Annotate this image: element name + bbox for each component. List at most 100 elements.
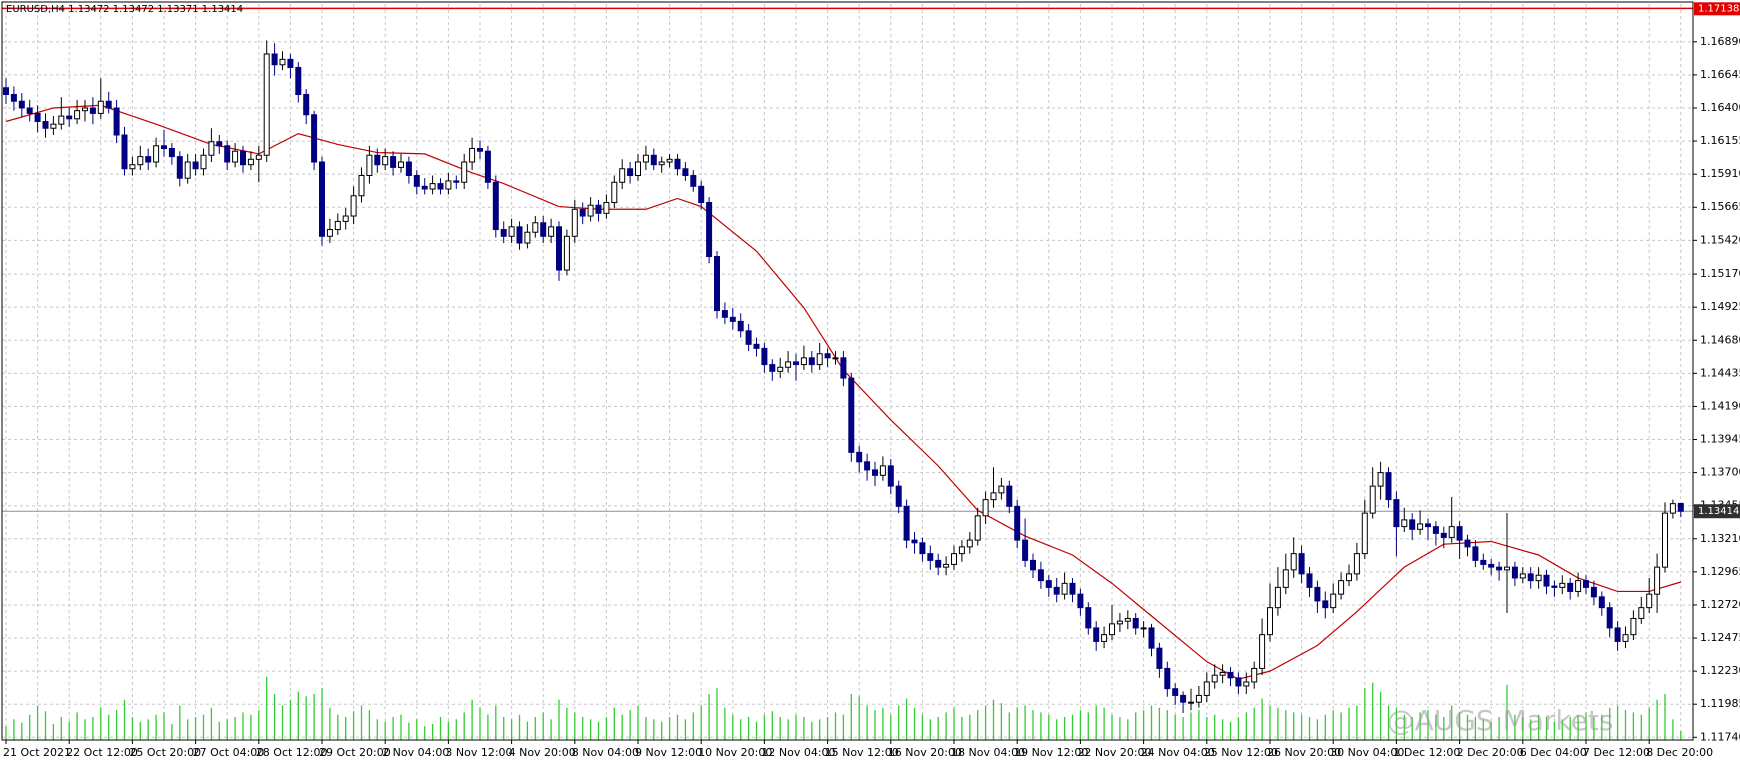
candle-body [255, 154, 262, 160]
x-tick-label: 29 Oct 20:00 [319, 746, 391, 759]
candle-body [1235, 677, 1242, 687]
y-tick-label: 1.12720 [1700, 598, 1740, 611]
x-tick-label: 8 Nov 04:00 [572, 746, 639, 759]
candle-body [1638, 607, 1645, 619]
candle-body [74, 110, 81, 120]
x-tick-label: 24 Nov 04:00 [1141, 746, 1215, 759]
volume-layer [5, 676, 1682, 740]
x-tick-label: 2 Nov 04:00 [382, 746, 449, 759]
candle-body [1432, 526, 1439, 534]
candle-body [10, 93, 17, 102]
candle-body [429, 183, 436, 190]
candle-body [469, 147, 476, 163]
candle-body [382, 156, 389, 166]
candle-body [1101, 634, 1108, 642]
candle-body [903, 505, 910, 541]
candle-body [216, 141, 223, 147]
candle-body [58, 115, 65, 125]
candle-body [1511, 566, 1518, 579]
x-tick-label: 22 Nov 20:00 [1077, 746, 1151, 759]
candle-body [66, 115, 73, 120]
candle-body [1353, 553, 1360, 575]
candle-body [556, 226, 562, 271]
candle-body [1448, 526, 1455, 538]
plot-frame [1, 1, 1694, 741]
x-tick-label: 19 Nov 12:00 [1014, 746, 1088, 759]
candle-body [350, 195, 357, 217]
candle-body [1006, 485, 1013, 507]
candle-body [1243, 681, 1250, 687]
candle-body [89, 107, 96, 114]
candle-body [1677, 502, 1684, 512]
candle-body [184, 161, 191, 179]
candle-body [753, 343, 760, 349]
candle-body [200, 154, 207, 170]
x-tick-label: 18 Nov 04:00 [951, 746, 1025, 759]
candle-body [1124, 617, 1131, 622]
y-tick-label: 1.12965 [1700, 565, 1740, 578]
candle-body [579, 208, 586, 217]
candle-body [1417, 523, 1424, 530]
candle-body [1488, 563, 1495, 568]
y-tick-label: 1.16890 [1700, 35, 1740, 48]
candle-body [1646, 593, 1653, 609]
y-tick-label: 1.14680 [1700, 333, 1740, 346]
candle-body [721, 310, 728, 318]
y-tick-label: 1.13945 [1700, 433, 1740, 446]
candle-body [1606, 607, 1613, 629]
candle-body [1188, 701, 1194, 704]
candle-body [1251, 667, 1258, 683]
candle-body [958, 546, 965, 555]
candle-body [816, 353, 823, 366]
candle-body [26, 107, 33, 114]
y-tick-label: 1.12475 [1700, 631, 1740, 644]
y-tick-label: 1.14925 [1700, 300, 1740, 313]
candle-body [674, 158, 681, 170]
x-tick-label: 1 Dec 12:00 [1393, 746, 1460, 759]
x-tick-label: 26 Nov 20:00 [1267, 746, 1341, 759]
moving-average [5, 104, 1681, 680]
y-tick-label: 1.15910 [1700, 167, 1740, 180]
candle-body [366, 154, 373, 177]
candle-body [895, 485, 902, 507]
candle-body [872, 469, 878, 476]
candle-body [769, 364, 776, 372]
candle-body [1614, 627, 1621, 642]
candle-body [1093, 627, 1100, 642]
candle-body [966, 539, 973, 548]
candle-body [935, 559, 942, 568]
x-tick-label: 28 Oct 12:00 [256, 746, 328, 759]
y-tick-label: 1.13210 [1700, 532, 1740, 545]
candle-body [1425, 523, 1431, 528]
candle-body [793, 361, 799, 366]
candle-body [1274, 586, 1281, 609]
candle-body [477, 147, 483, 152]
candle-body [603, 202, 610, 214]
candle-body [650, 154, 657, 166]
candle-body [192, 161, 199, 170]
y-tick-label: 1.15665 [1700, 200, 1740, 213]
candle-body [1575, 580, 1582, 592]
candle-body [445, 180, 452, 190]
candle-body [121, 134, 128, 170]
x-tick-label: 22 Oct 12:00 [66, 746, 138, 759]
candle-body [927, 553, 934, 561]
candle-body [1440, 532, 1447, 538]
candle-body [34, 112, 41, 122]
candle-body [437, 183, 444, 190]
candle-body [1069, 582, 1076, 595]
y-tick-label: 1.11985 [1700, 697, 1740, 710]
watermark: @AUGS Markets [1387, 704, 1614, 737]
candle-body [1567, 582, 1574, 592]
candle-body [176, 156, 183, 179]
candle-body [295, 66, 302, 95]
candle-body [232, 150, 239, 163]
alert-tag [1694, 2, 1740, 16]
candle-body [1298, 553, 1305, 575]
candle-body [714, 256, 720, 312]
candle-body [800, 357, 807, 366]
candle-body [666, 158, 673, 163]
candle-body [1290, 553, 1297, 571]
candle-body [745, 330, 752, 345]
